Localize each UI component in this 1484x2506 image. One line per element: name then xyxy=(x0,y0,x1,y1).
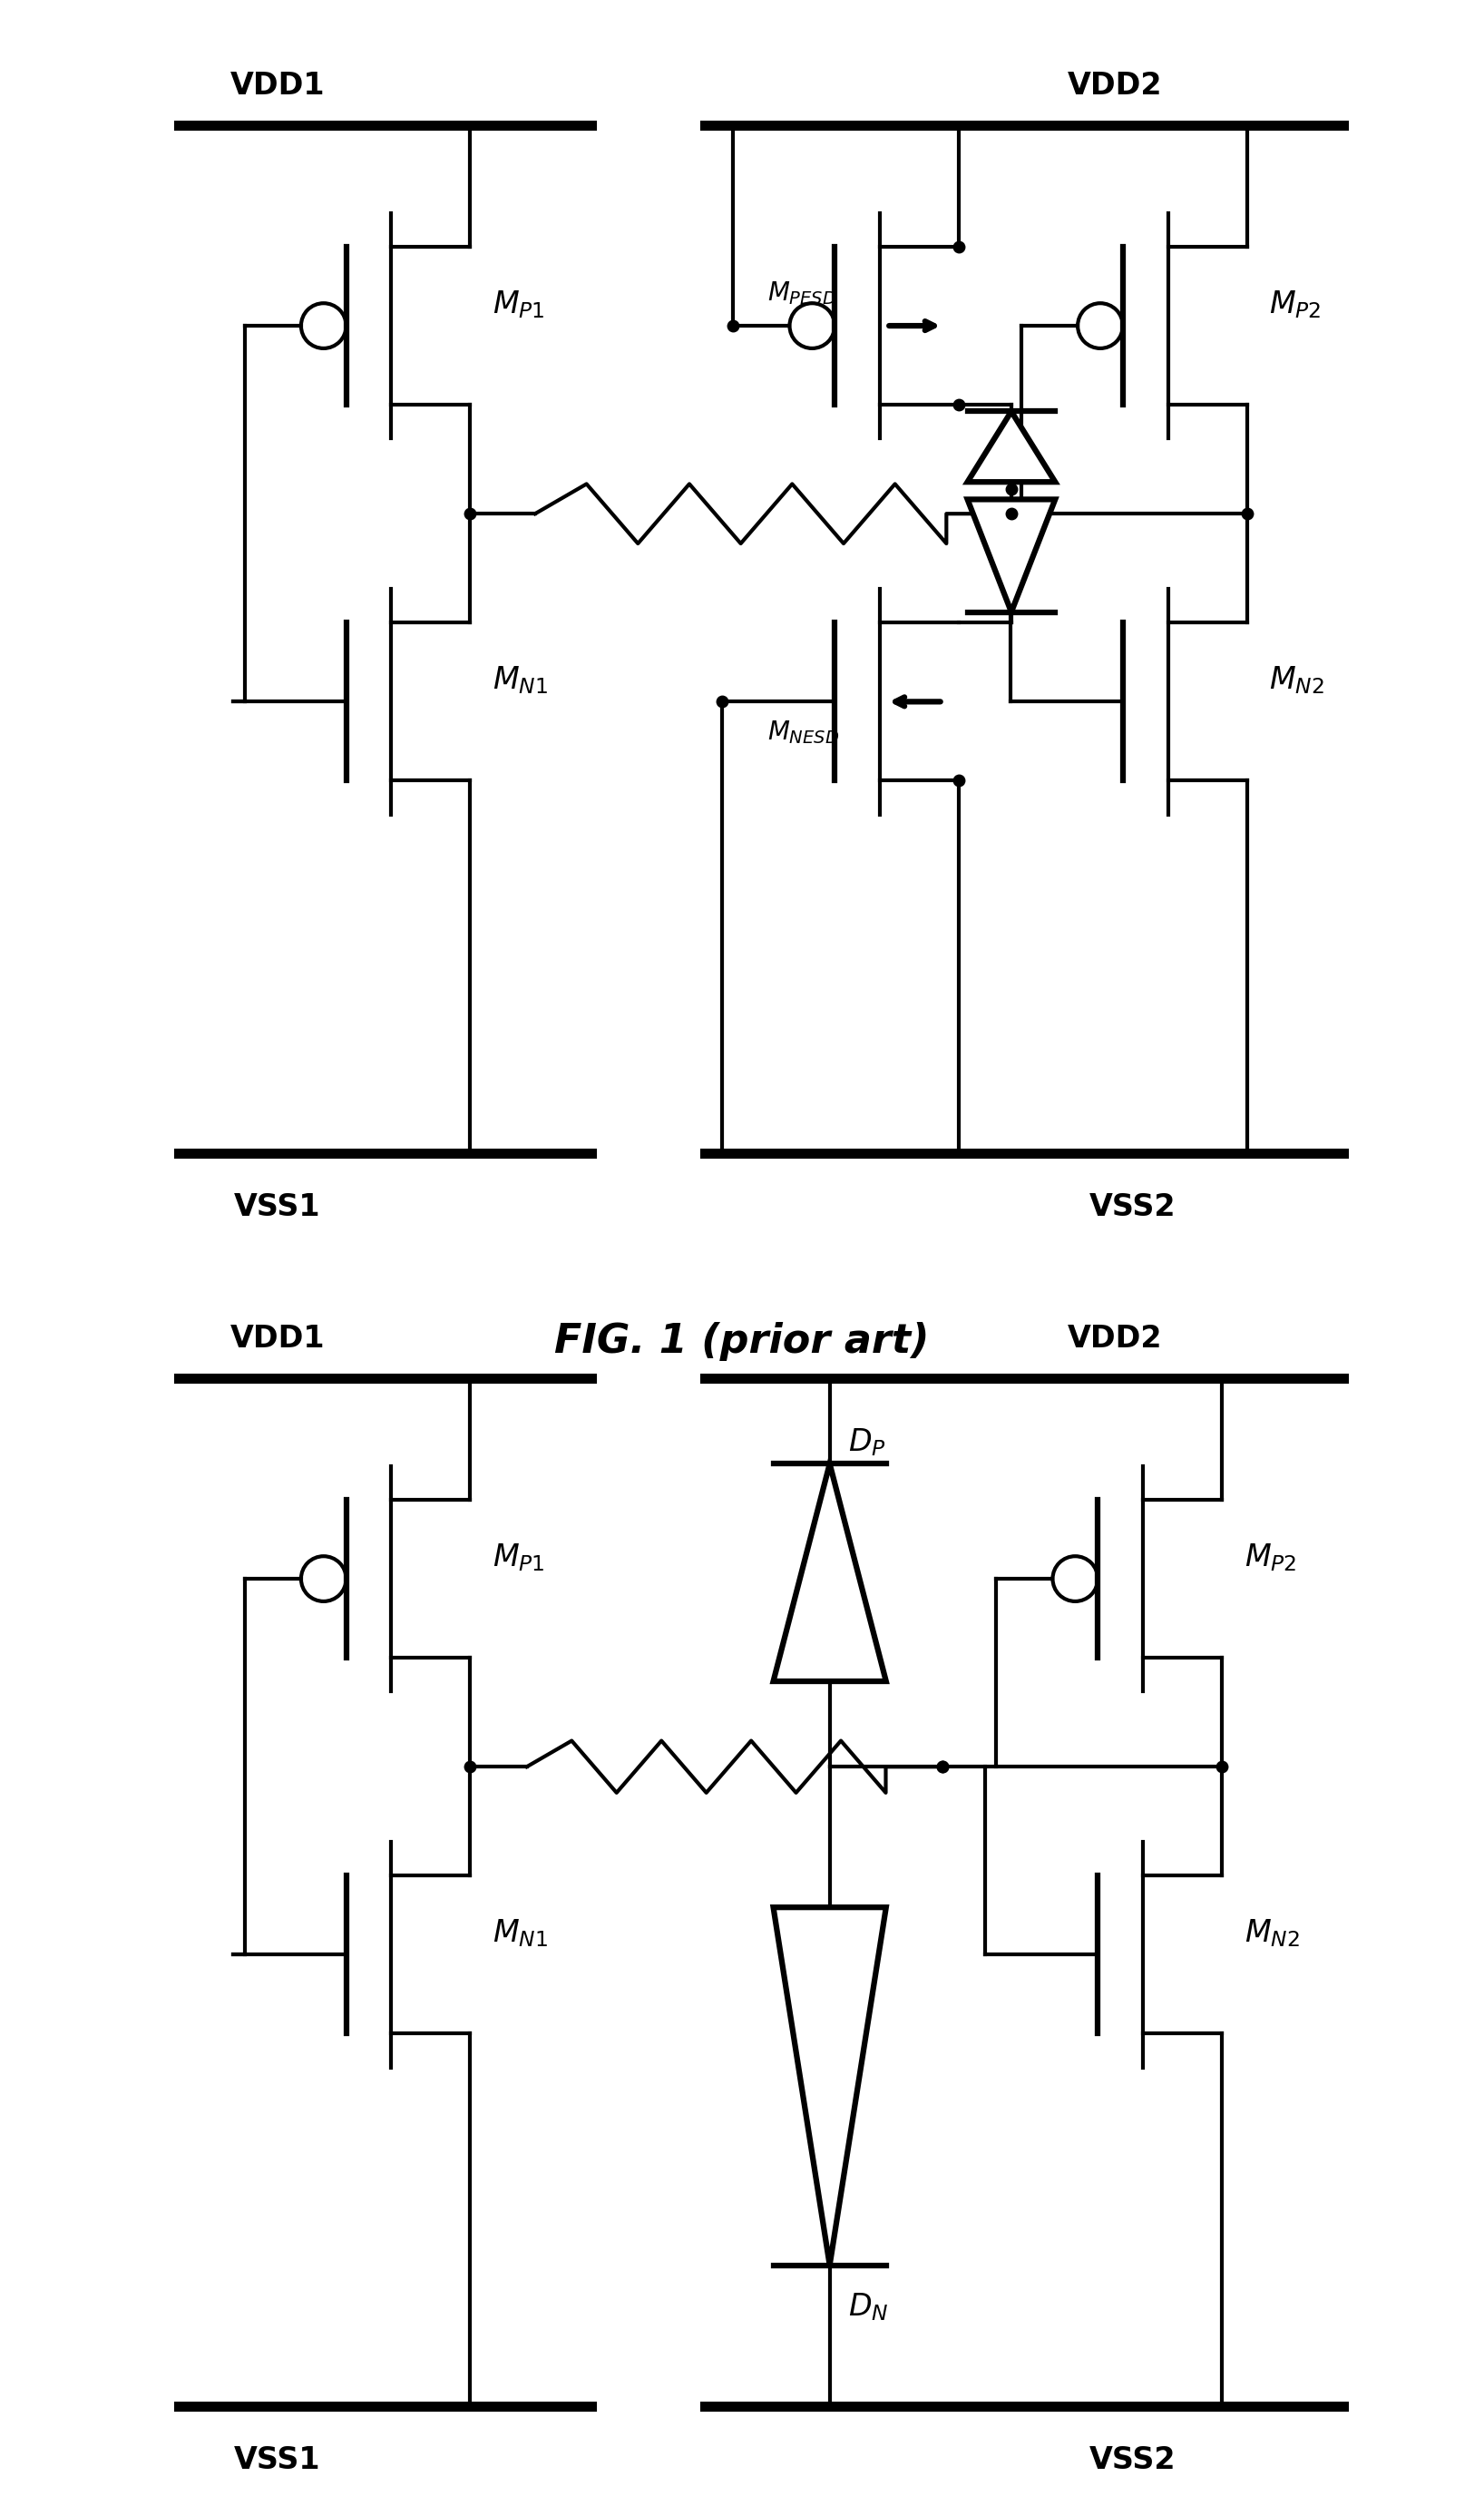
Text: VSS1: VSS1 xyxy=(234,1193,321,1223)
Text: FIG. 1 (prior art): FIG. 1 (prior art) xyxy=(555,1323,929,1361)
Text: $D_N$: $D_N$ xyxy=(849,2290,889,2323)
Text: $D_P$: $D_P$ xyxy=(849,1426,886,1458)
Text: VDD1: VDD1 xyxy=(230,70,325,100)
Polygon shape xyxy=(773,1907,886,2265)
Text: $M_{P1}$: $M_{P1}$ xyxy=(493,1541,545,1574)
Text: $M_{NESD}$: $M_{NESD}$ xyxy=(767,719,838,744)
Text: $M_{P2}$: $M_{P2}$ xyxy=(1269,288,1322,321)
Text: VSS2: VSS2 xyxy=(1089,2446,1177,2476)
Text: VSS1: VSS1 xyxy=(234,2446,321,2476)
Text: $M_{P1}$: $M_{P1}$ xyxy=(493,288,545,321)
Text: $M_{P2}$: $M_{P2}$ xyxy=(1244,1541,1297,1574)
Text: VSS2: VSS2 xyxy=(1089,1193,1177,1223)
Text: VDD1: VDD1 xyxy=(230,1323,325,1353)
Polygon shape xyxy=(773,1464,886,1682)
Polygon shape xyxy=(968,411,1055,481)
Text: VDD2: VDD2 xyxy=(1067,1323,1162,1353)
Text: $M_{N1}$: $M_{N1}$ xyxy=(493,664,548,697)
Text: $M_{N2}$: $M_{N2}$ xyxy=(1269,664,1325,697)
Text: $M_{N1}$: $M_{N1}$ xyxy=(493,1917,548,1950)
Text: VDD2: VDD2 xyxy=(1067,70,1162,100)
Text: $M_{N2}$: $M_{N2}$ xyxy=(1244,1917,1300,1950)
Text: $M_{PESD}$: $M_{PESD}$ xyxy=(767,281,837,306)
Polygon shape xyxy=(968,499,1055,611)
